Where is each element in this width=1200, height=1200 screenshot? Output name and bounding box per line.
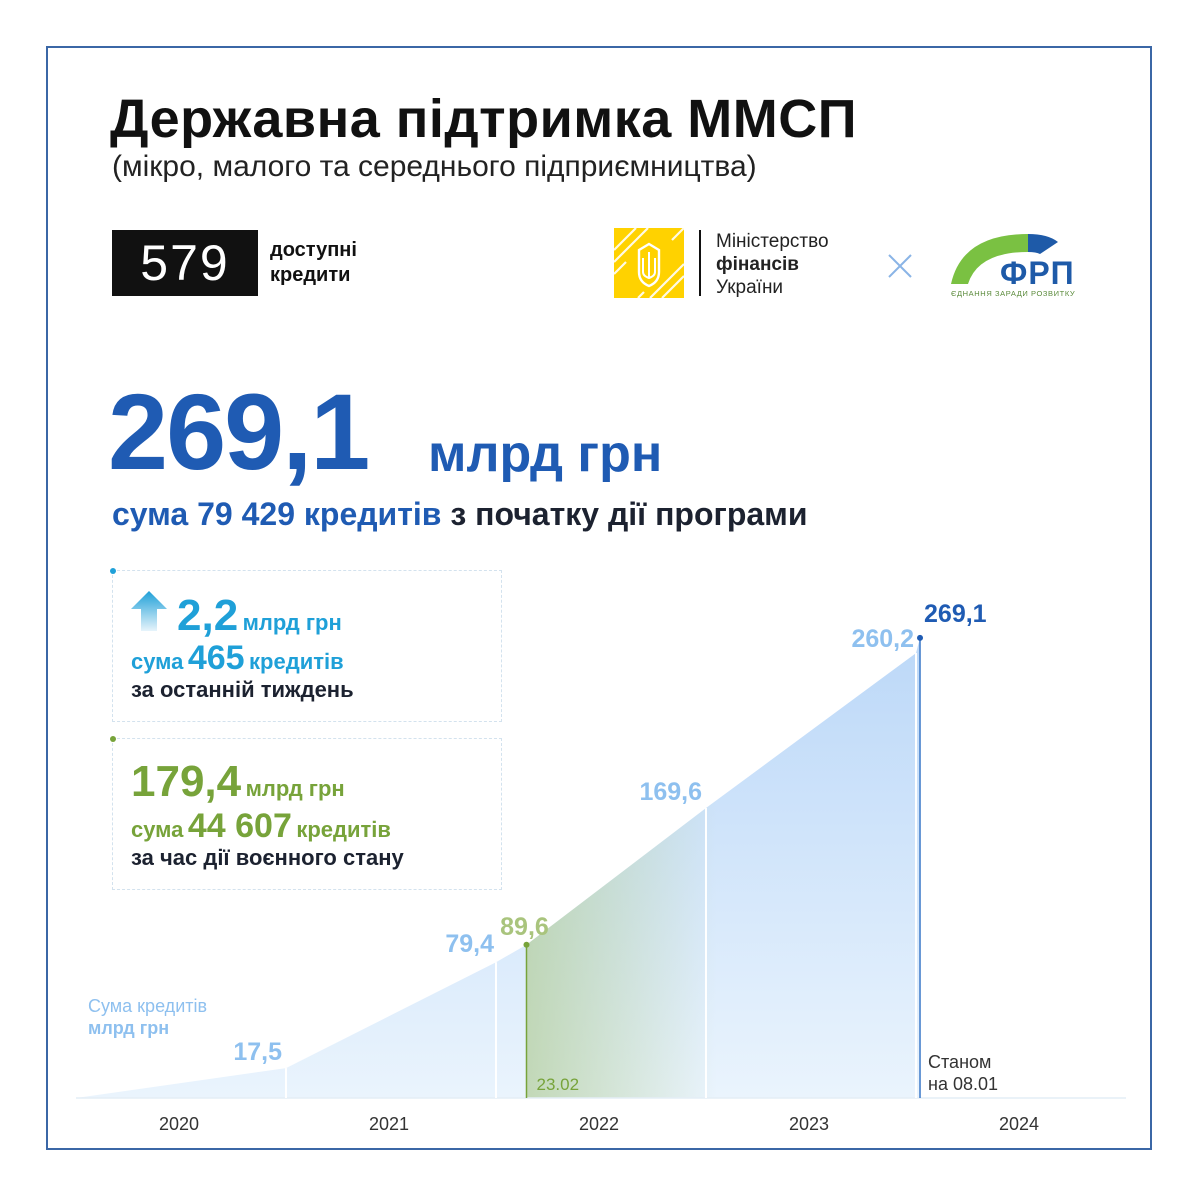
minfin-line-1: Міністерство bbox=[716, 231, 829, 252]
card-marker bbox=[110, 736, 116, 742]
total-loans-count: 79 429 bbox=[197, 496, 295, 532]
data-label: 17,5 bbox=[233, 1038, 282, 1066]
minfin-line-3: України bbox=[716, 277, 784, 298]
data-label: 169,6 bbox=[639, 778, 702, 806]
war-count-line: сума 44 607 кредитів bbox=[131, 807, 391, 846]
weekly-unit: млрд грн bbox=[242, 610, 342, 635]
weekly-sum-word: сума bbox=[131, 649, 184, 674]
frp-tagline: ЄДНАННЯ ЗАРАДИ РОЗВИТКУ bbox=[951, 289, 1076, 298]
minfin-name: Міністерство фінансів України bbox=[716, 230, 876, 299]
data-label: 89,6 bbox=[500, 913, 549, 941]
data-label: 260,2 bbox=[851, 625, 914, 653]
logo-579: 579 bbox=[112, 230, 258, 296]
war-amount-line: 179,4 млрд грн bbox=[131, 757, 345, 807]
data-label: 269,1 bbox=[924, 600, 987, 628]
x-tick-label: 2021 bbox=[369, 1114, 409, 1134]
x-tick-label: 2024 bbox=[999, 1114, 1039, 1134]
war-start-date-label: 23.02 bbox=[536, 1075, 579, 1094]
total-loans-word: кредитів bbox=[303, 496, 442, 532]
total-description: сума 79 429 кредитів з початку дії прогр… bbox=[112, 496, 808, 533]
war-start-point bbox=[523, 941, 530, 948]
war-count-word: кредитів bbox=[296, 817, 391, 842]
weekly-count-word: кредитів bbox=[249, 649, 344, 674]
x-tick-label: 2020 bbox=[159, 1114, 199, 1134]
latest-value-point bbox=[917, 634, 924, 641]
total-amount: 269,1 bbox=[108, 371, 370, 492]
war-period-shade bbox=[526, 637, 717, 1098]
weekly-count: 465 bbox=[187, 639, 245, 677]
x-tick-label: 2023 bbox=[789, 1114, 829, 1134]
cross-icon bbox=[888, 254, 912, 278]
page-subtitle: (мікро, малого та середнього підприємниц… bbox=[112, 150, 757, 183]
frp-logo-icon bbox=[951, 234, 1058, 284]
page-title: Державна підтримка ММСП bbox=[110, 89, 858, 149]
war-amount: 179,4 bbox=[131, 757, 242, 806]
war-stats-card: 179,4 млрд грн сума 44 607 кредитів за ч… bbox=[110, 736, 502, 890]
minfin-line-2: фінансів bbox=[716, 254, 799, 275]
frp-name: ФРП bbox=[1000, 255, 1075, 291]
minfin-divider bbox=[699, 230, 701, 296]
x-tick-label: 2022 bbox=[579, 1114, 619, 1134]
weekly-count-line: сума 465 кредитів bbox=[131, 639, 344, 678]
war-count: 44 607 bbox=[187, 807, 292, 845]
total-suffix: з початку дії програми bbox=[450, 496, 808, 532]
as-of-label: на 08.01 bbox=[928, 1074, 998, 1094]
minfin-emblem-icon bbox=[614, 228, 684, 298]
weekly-amount-line: 2,2 млрд грн bbox=[177, 591, 342, 641]
infographic-frame bbox=[46, 46, 1152, 1150]
data-label: 79,4 bbox=[445, 930, 494, 958]
total-sum-word: сума bbox=[112, 496, 189, 532]
y-axis-unit-label: млрд грн bbox=[88, 1018, 169, 1038]
weekly-stats-card: 2,2 млрд грн сума 465 кредитів за останн… bbox=[110, 568, 502, 722]
as-of-label: Станом bbox=[928, 1052, 991, 1072]
war-period: за час дії воєнного стану bbox=[131, 845, 404, 870]
logo-579-caption: доступні кредити bbox=[270, 239, 357, 286]
weekly-period: за останній тиждень bbox=[131, 677, 354, 702]
card-marker bbox=[110, 568, 116, 574]
y-axis-label: Сума кредитів bbox=[88, 996, 207, 1016]
weekly-amount: 2,2 bbox=[177, 591, 239, 640]
total-unit: млрд грн bbox=[428, 425, 663, 483]
arrow-up-icon bbox=[131, 591, 167, 631]
logo-579-text: 579 bbox=[140, 235, 230, 291]
war-sum-word: сума bbox=[131, 817, 184, 842]
war-unit: млрд грн bbox=[245, 776, 345, 801]
